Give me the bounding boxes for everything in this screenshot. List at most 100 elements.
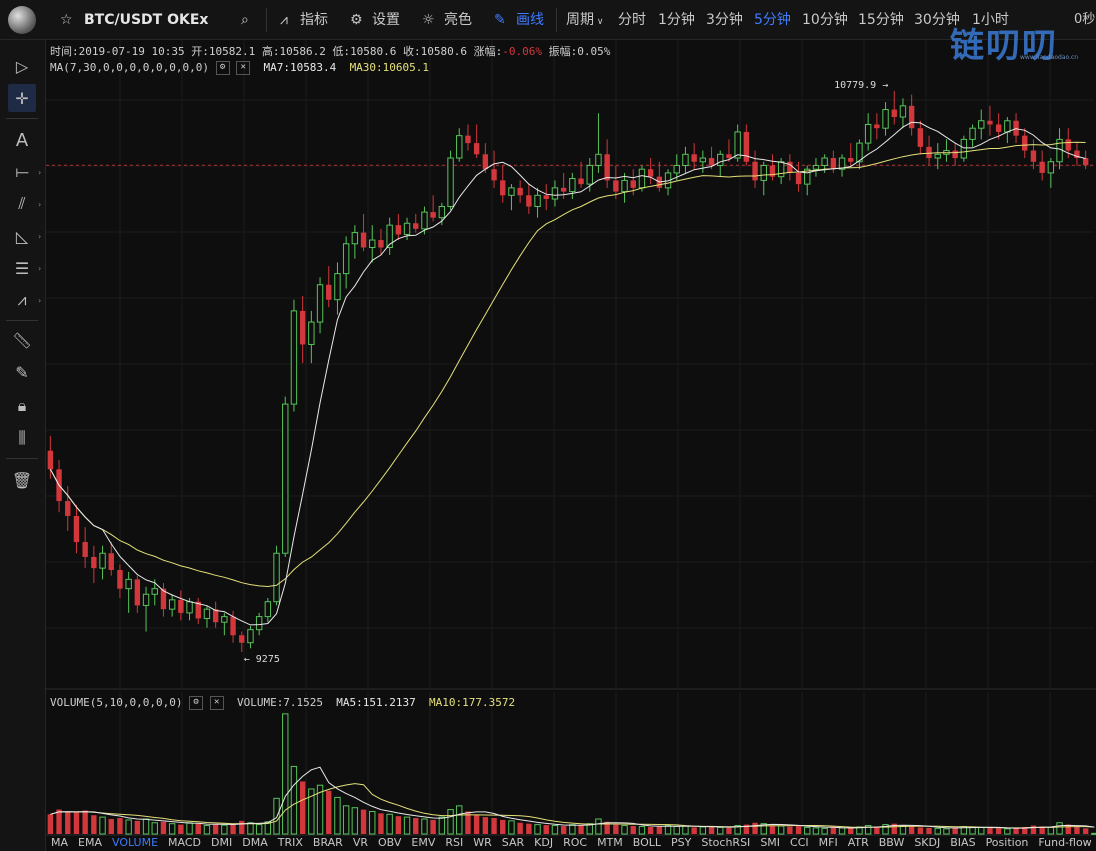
lock-icon[interactable]: 🔒︎: [17, 396, 27, 415]
period-dropdown[interactable]: 周期 ∨: [566, 0, 603, 40]
indicator-tab-ma[interactable]: MA: [51, 836, 69, 849]
triangle-tool-expand-icon[interactable]: ›: [38, 232, 42, 241]
brush-icon[interactable]: ✎: [15, 362, 29, 382]
channel-tool-expand-icon[interactable]: ›: [38, 200, 42, 209]
candle-body-down: [917, 128, 924, 147]
indicator-icon[interactable]: ⩘: [280, 12, 288, 28]
indicator-tab-stochrsi[interactable]: StochRSI: [701, 836, 751, 849]
crosshair-icon[interactable]: ✛: [8, 84, 36, 112]
line-tool-expand-icon[interactable]: ›: [38, 168, 42, 177]
volume-bar-up: [308, 788, 315, 835]
favorite-star-icon[interactable]: ☆: [60, 12, 73, 28]
candle-body-up: [421, 211, 428, 230]
theme-button[interactable]: 亮色: [444, 12, 472, 28]
indicator-tab-mtm[interactable]: MTM: [597, 836, 623, 849]
period-tab-15m[interactable]: 15分钟: [858, 12, 904, 28]
candle-body-up: [255, 616, 263, 631]
indicator-tab-smi[interactable]: SMI: [760, 836, 781, 849]
volume-close-icon[interactable]: ✕: [209, 696, 224, 710]
pen-icon[interactable]: ✎: [494, 12, 506, 28]
candle-body-up: [290, 310, 298, 405]
text-tool-icon[interactable]: A: [15, 129, 29, 151]
ma-legend-title[interactable]: MA(7,30,0,0,0,0,0,0,0,0): [50, 61, 209, 74]
candle-body-down: [108, 553, 114, 571]
candle-body-up: [960, 138, 968, 159]
cursor-arrow-icon[interactable]: ▷: [15, 56, 29, 76]
channel-tool-icon[interactable]: ⫽: [18, 194, 26, 213]
period-tab-10m[interactable]: 10分钟: [802, 12, 848, 28]
indicators-button[interactable]: 指标: [300, 12, 328, 28]
candle-body-up: [638, 168, 646, 189]
volume-bar-down: [117, 818, 123, 834]
volume-settings-icon[interactable]: ⚙: [189, 696, 204, 710]
wave-tool-icon[interactable]: ⩘: [17, 290, 27, 309]
volume-ma10-value: MA10:177.3572: [429, 696, 516, 709]
candle-body-up: [264, 601, 272, 618]
indicator-tab-macd[interactable]: MACD: [168, 836, 202, 849]
ma30-line: [49, 141, 1086, 588]
indicator-tab-obv[interactable]: OBV: [378, 836, 402, 849]
candle-body-up: [247, 629, 254, 644]
fibonacci-tool-icon[interactable]: ☰: [14, 258, 30, 278]
ruler-icon[interactable]: 📏︎: [11, 330, 33, 350]
period-tab-1m[interactable]: 1分钟: [658, 12, 695, 28]
indicator-tab-position[interactable]: Position: [985, 836, 1029, 849]
indicator-tab-dmi[interactable]: DMI: [211, 836, 233, 849]
candle-body-down: [430, 212, 436, 218]
indicator-tab-brar[interactable]: BRAR: [312, 836, 343, 849]
gear-icon[interactable]: ⚙: [350, 12, 363, 28]
ma-close-icon[interactable]: ✕: [236, 61, 251, 75]
indicator-tab-fund-flow[interactable]: Fund-flow: [1038, 836, 1092, 849]
candle-body-up: [978, 120, 985, 129]
volume-bar-down: [987, 827, 993, 834]
volume-bar-up: [99, 816, 106, 835]
ma-settings-icon[interactable]: ⚙: [215, 61, 230, 75]
wave-tool-expand-icon[interactable]: ›: [38, 296, 42, 305]
indicator-tab-rsi[interactable]: RSI: [445, 836, 464, 849]
indicator-tab-volume[interactable]: VOLUME: [111, 836, 159, 849]
candle-toggle-icon[interactable]: ⫼: [18, 428, 26, 447]
indicator-tab-cci[interactable]: CCI: [790, 836, 809, 849]
trash-icon[interactable]: 🗑︎: [11, 470, 33, 490]
pair-title[interactable]: BTC/USDT OKEx: [84, 12, 209, 28]
indicator-tab-sar[interactable]: SAR: [501, 836, 525, 849]
candle-body-down: [473, 143, 480, 155]
candle-body-down: [178, 599, 184, 613]
volume-legend-title[interactable]: VOLUME(5,10,0,0,0,0): [50, 696, 183, 709]
indicator-tab-skdj[interactable]: SKDJ: [914, 836, 941, 849]
indicator-tab-bbw[interactable]: BBW: [878, 836, 905, 849]
indicator-tab-vr[interactable]: VR: [352, 836, 368, 849]
period-tab-1h[interactable]: 1小时: [972, 12, 1009, 28]
indicator-tab-ema[interactable]: EMA: [78, 836, 102, 849]
indicator-tab-trix[interactable]: TRIX: [277, 836, 303, 849]
candle-body-up: [717, 153, 724, 166]
volume-bar-down: [326, 790, 332, 834]
period-tab-5m[interactable]: 5分钟: [754, 12, 791, 28]
period-tab-3m[interactable]: 3分钟: [706, 12, 743, 28]
sun-icon[interactable]: ☼: [422, 12, 435, 28]
volume-bar-down: [891, 823, 897, 834]
line-tool-icon[interactable]: ⟝: [15, 162, 29, 181]
indicator-tab-bias[interactable]: BIAS: [950, 836, 976, 849]
indicator-tab-mfi[interactable]: MFI: [818, 836, 838, 849]
triangle-tool-icon[interactable]: ◺: [15, 226, 29, 246]
fibonacci-tool-expand-icon[interactable]: ›: [38, 264, 42, 273]
indicator-tab-wr[interactable]: WR: [473, 836, 492, 849]
draw-button[interactable]: 画线: [516, 12, 544, 28]
period-tab-realtime[interactable]: 分时: [618, 12, 646, 28]
search-icon[interactable]: ⌕: [241, 12, 249, 28]
settings-button[interactable]: 设置: [372, 12, 400, 28]
indicator-tab-atr[interactable]: ATR: [847, 836, 869, 849]
indicator-tab-psy[interactable]: PSY: [671, 836, 692, 849]
candle-body-down: [1022, 135, 1028, 151]
indicator-tab-emv[interactable]: EMV: [411, 836, 436, 849]
period-tab-30m[interactable]: 30分钟: [914, 12, 960, 28]
candle-body-up: [282, 403, 289, 554]
candle-body-down: [465, 135, 471, 144]
indicator-tab-boll[interactable]: BOLL: [632, 836, 662, 849]
indicator-tab-kdj[interactable]: KDJ: [534, 836, 554, 849]
indicator-tab-roc[interactable]: ROC: [563, 836, 588, 849]
indicator-tab-dma[interactable]: DMA: [242, 836, 268, 849]
volume-bar-down: [752, 822, 758, 834]
